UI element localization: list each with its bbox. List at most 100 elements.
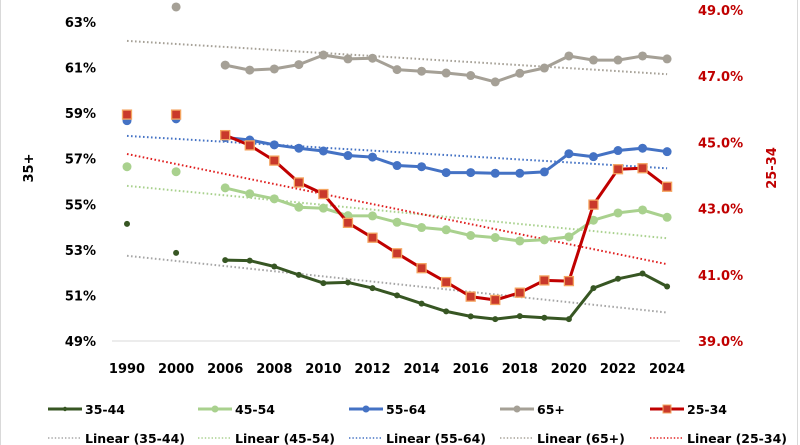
legend-marker — [513, 405, 521, 413]
legend-marker — [211, 405, 219, 413]
trendline-25-34 — [126, 153, 668, 266]
data-point — [294, 202, 304, 212]
left-tick-label: 53% — [65, 244, 96, 259]
x-tick-label: 2020 — [551, 362, 587, 377]
data-point — [392, 65, 402, 75]
data-point — [294, 143, 304, 153]
legend-marker — [662, 404, 672, 414]
data-point — [492, 316, 499, 323]
data-point — [440, 276, 452, 288]
data-point — [441, 168, 451, 178]
legend-item-trend-45-54: Linear (45-54) — [198, 431, 335, 445]
data-point — [416, 263, 427, 274]
data-point — [295, 271, 302, 278]
data-point — [269, 140, 279, 150]
x-tick-label: 2000 — [158, 362, 194, 377]
data-point — [417, 162, 427, 172]
data-point — [269, 194, 279, 204]
data-point — [271, 263, 278, 270]
data-point — [171, 167, 181, 177]
data-point — [320, 280, 327, 287]
data-point — [613, 55, 623, 65]
legend-label: 45-54 — [235, 402, 275, 417]
left-tick-label: 57% — [65, 153, 96, 168]
data-point — [391, 248, 403, 259]
data-point — [222, 257, 229, 264]
data-point — [466, 231, 476, 241]
data-point — [318, 146, 328, 156]
x-tick-label: 2014 — [404, 362, 440, 377]
data-point — [318, 188, 329, 200]
data-point — [539, 235, 549, 245]
legend-label: 55-64 — [386, 402, 426, 417]
x-tick-label: 2012 — [354, 362, 390, 377]
data-point — [465, 291, 476, 302]
data-point — [613, 208, 623, 218]
right-tick-label: 43.0% — [698, 203, 743, 218]
data-point — [342, 217, 354, 228]
x-tick-label: 2016 — [453, 362, 489, 377]
data-point — [563, 275, 575, 287]
legend-item-trend-55-64: Linear (55-64) — [349, 431, 486, 445]
data-point — [293, 177, 305, 188]
data-point — [466, 168, 476, 178]
data-point — [490, 294, 501, 306]
legend-item-trend-65+: Linear (65+) — [500, 431, 625, 445]
data-point — [516, 313, 523, 320]
data-point — [466, 71, 476, 81]
data-point — [565, 316, 572, 323]
data-point — [662, 147, 672, 157]
right-tick-label: 47.0% — [698, 70, 743, 85]
data-point — [490, 168, 500, 178]
data-point — [490, 233, 500, 243]
legend-item-trend-35-44: Linear (35-44) — [48, 431, 185, 445]
legend-label: Linear (65+) — [537, 431, 625, 445]
data-point — [417, 66, 427, 76]
series-65+ — [171, 2, 672, 87]
legend: 35-44 Linear (35-44) 45-54 Linear (45-54) 55… — [48, 402, 787, 445]
legend-label: 65+ — [537, 402, 565, 417]
series-45-54 — [122, 162, 672, 246]
x-tick-label: 2018 — [502, 362, 538, 377]
data-point — [539, 63, 549, 73]
x-tick-label: 2008 — [256, 362, 292, 377]
left-tick-label: 61% — [65, 62, 96, 77]
left-tick-label: 51% — [65, 289, 96, 304]
data-point — [369, 285, 376, 292]
legend-item-25-34: 25-34 — [650, 402, 727, 417]
left-tick-label: 55% — [65, 198, 96, 213]
x-tick-label: 2022 — [600, 362, 636, 377]
data-point — [443, 308, 450, 315]
data-point — [418, 300, 425, 307]
series-line — [225, 136, 668, 175]
data-point — [539, 275, 550, 286]
legend-label: Linear (25-34) — [687, 431, 787, 445]
data-point — [515, 68, 525, 78]
data-point — [539, 167, 549, 177]
x-axis-ticks: 1990 2000 2006 2008 2010 2012 2014 2016 2018 2020… — [109, 362, 685, 377]
right-axis-title: 25-34 — [765, 147, 780, 189]
data-point — [318, 50, 328, 60]
data-point — [615, 275, 621, 282]
data-point — [368, 211, 377, 221]
series-group — [121, 2, 673, 323]
data-point — [394, 292, 401, 299]
data-point — [392, 217, 402, 227]
data-point — [588, 55, 598, 65]
data-point — [171, 2, 181, 12]
right-axis-ticks: 39.0% 41.0% 43.0% 45.0% 47.0% 49.0% — [698, 4, 743, 350]
data-point — [121, 109, 133, 120]
data-point — [392, 161, 402, 171]
data-point — [637, 163, 648, 174]
trendline-35-44 — [126, 254, 668, 314]
legend-label: Linear (35-44) — [85, 431, 185, 445]
data-point — [467, 313, 474, 320]
x-tick-label: 1990 — [109, 362, 145, 377]
data-point — [368, 152, 377, 162]
data-point — [638, 143, 648, 153]
trendlines — [126, 39, 668, 314]
data-point — [613, 146, 623, 156]
legend-label: Linear (45-54) — [235, 431, 335, 445]
data-point — [612, 164, 624, 175]
